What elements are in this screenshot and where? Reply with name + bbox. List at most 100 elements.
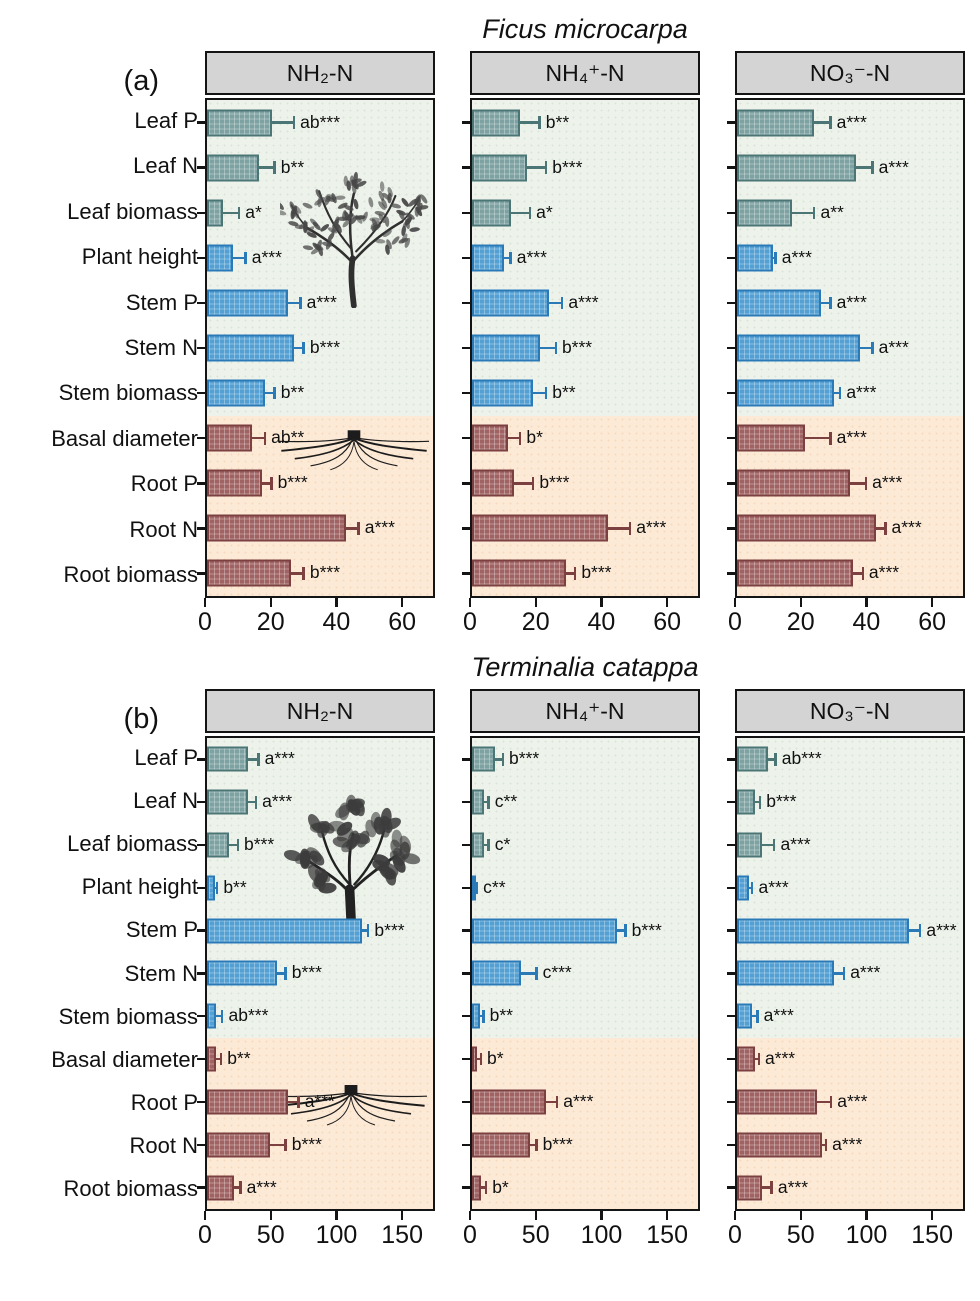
significance-label: b** [227,1047,251,1068]
error-bar [752,1009,759,1025]
significance-label: a*** [763,1005,794,1026]
error-bar [270,1137,288,1153]
significance-label: a*** [568,291,599,312]
y-tick [462,1100,470,1104]
x-tick-mark [203,1211,207,1220]
bar-row-basal-diameter: b** [197,1038,433,1081]
bar-root-n [207,1132,271,1158]
x-tick-label: 0 [463,1221,477,1249]
significance-label: a*** [836,291,867,312]
y-tick [197,346,205,350]
error-bar [853,566,864,582]
bar-leaf-p [207,746,249,772]
bar-plant-height [207,244,233,272]
bar-row-root-n: b*** [197,1123,433,1166]
y-tick [462,437,470,440]
bar-root-n [472,1132,531,1158]
y-tick [197,482,205,485]
y-tick [197,256,205,260]
significance-label: a*** [262,791,293,812]
error-bar [875,521,887,537]
error-bar [248,752,261,768]
bar-row-leaf-biomass: c* [462,824,698,867]
category-label-root-biomass: Root biomass [63,562,198,588]
x-tick-mark [865,1211,868,1220]
significance-label: a*** [878,156,909,177]
y-tick [727,482,735,485]
bar-row-leaf-n: a*** [197,781,433,824]
x-axis: 0 20 40 60 [198,598,435,642]
x-tick-mark [468,598,472,607]
plot-area: ab*** b*** a*** a*** a*** a*** a*** a*** a*** a**… [727,736,965,1211]
x-tick-label: 40 [852,608,881,636]
x-tick-mark [534,598,537,607]
y-tick [197,166,205,169]
bar-row-basal-diameter: b* [462,416,698,461]
error-bar [520,115,542,131]
error-bar [232,250,247,266]
error-bar [477,1051,482,1067]
error-bar [214,880,218,896]
y-tick [462,1015,470,1018]
x-axis: 0 20 40 60 [728,598,965,642]
bar-stem-p [737,918,909,944]
error-bar [833,385,842,401]
x-tick-mark [799,598,802,607]
significance-label: b** [280,381,305,402]
significance-label: b** [280,156,305,177]
bar-row-root-p: a*** [462,1081,698,1124]
category-label-basal-diameter: Basal diameter [51,1046,198,1072]
plot-area: ab*** b** a* a*** a*** b*** b** ab** b*** a*** b**… [197,98,435,598]
bar-leaf-p [737,746,768,772]
bar-leaf-biomass [737,199,792,227]
x-tick-label: 0 [463,608,477,636]
bar-basal-diameter [207,424,253,452]
category-label-root-p: Root P [130,471,198,497]
category-label-stem-n: Stem N [124,960,198,986]
y-tick [727,1015,735,1018]
x-tick-mark [400,598,404,607]
plot-area: a*** a*** b*** b** b*** b*** ab*** b** a*** b*** a… [197,736,435,1211]
bar-root-n [737,514,876,542]
significance-label: c** [483,876,506,897]
bar-basal-diameter [737,424,805,452]
y-tick [462,346,470,350]
error-bar [822,1137,827,1153]
significance-label: a*** [516,246,547,267]
panel-a-letter: (a) [123,65,159,97]
group-header: NO₃⁻-N [735,51,965,95]
y-tick [197,801,205,804]
x-tick-label: 0 [198,608,212,636]
bar-leaf-n [207,789,249,815]
x-tick-label: 20 [521,608,550,636]
category-label-leaf-p: Leaf P [134,107,198,133]
error-bar [908,923,921,939]
y-tick [727,391,735,395]
error-bar [504,250,513,266]
x-tick-mark [335,598,338,607]
bar-row-stem-biomass: b** [462,371,698,416]
significance-label: b** [223,876,247,897]
error-bar [549,295,564,311]
bar-row-leaf-n: b*** [462,145,698,190]
bar-stem-biomass [207,1003,217,1029]
significance-label: a*** [777,1176,809,1197]
error-bar [216,1051,223,1067]
x-tick-label: 100 [580,1221,623,1249]
error-bar [616,923,627,939]
error-bar [521,966,539,982]
x-tick-label: 20 [786,608,815,636]
significance-label: a*** [563,1090,594,1111]
error-bar [294,340,305,356]
bar-leaf-p [207,109,272,137]
significance-label: b* [526,427,543,448]
error-bar [772,250,778,266]
bar-row-leaf-p: ab*** [727,738,963,781]
significance-label: a*** [636,517,667,538]
plot-area: b*** c** c* c** b*** c*** b** b* a*** b*** b* [462,736,700,1211]
significance-label: c* [494,833,511,854]
y-tick [727,527,735,530]
x-tick-mark [534,1211,537,1220]
error-bar [510,205,532,221]
error-bar [820,295,832,311]
